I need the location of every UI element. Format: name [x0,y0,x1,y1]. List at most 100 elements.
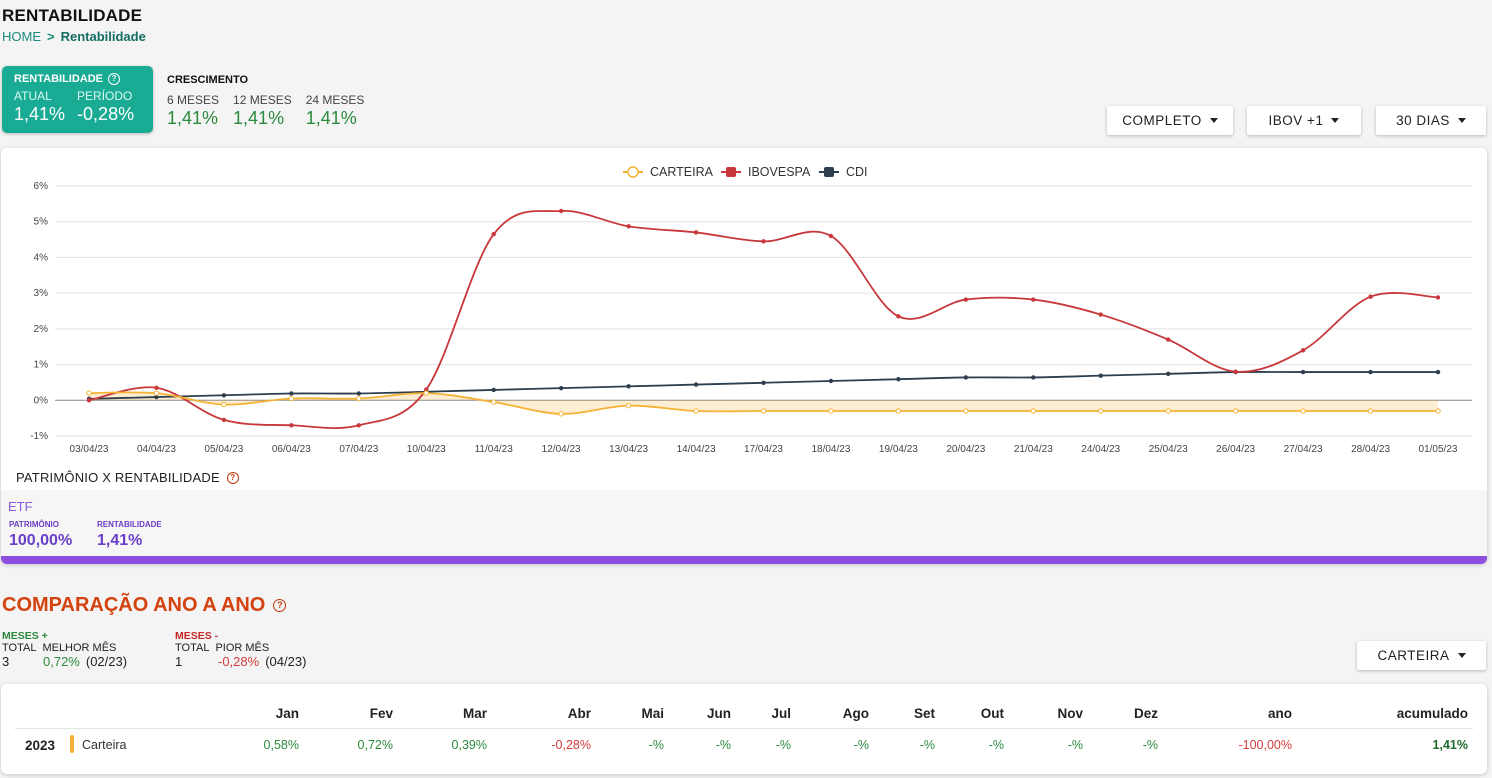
breadcrumb-home-link[interactable]: HOME [2,29,41,44]
caret-down-icon [1209,118,1218,123]
data-point [221,417,227,423]
data-point [1031,297,1036,302]
table-header-cell: Nov [1057,706,1083,721]
data-point [1368,294,1373,299]
table-divider [15,728,1473,729]
data-point [221,401,227,408]
help-icon[interactable]: ? [226,471,239,484]
table-header-cell: Ago [842,706,869,721]
help-icon[interactable]: ? [273,599,287,612]
legend-label: CDI [846,165,868,179]
table-header-cell: Jul [771,706,791,721]
series-line-ibovespa [88,210,1439,430]
growth-label: 24 MESES [305,93,365,107]
y-tick-label: 3% [34,288,49,299]
caret-down-icon [1457,118,1466,123]
rent-periodo-label: PERÍODO [77,89,133,103]
meses-neg-worst-period: (04/23) [265,654,307,669]
table-header-cell: Abr [567,706,591,721]
growth-value: 1,41% [167,108,219,128]
growth-item: 24 MESES 1,41% [306,93,365,129]
data-point [828,378,834,384]
crescimento-title: CRESCIMENTO [167,74,249,86]
meses-pos-best-label: MELHOR MÊS [42,642,117,654]
data-point [963,408,969,414]
data-point [760,408,767,414]
table-cell: 0,39% [451,738,487,752]
data-point [356,395,362,402]
growth-value: 1,41% [233,108,285,128]
benchmark-dropdown[interactable]: IBOV +1 [1247,106,1361,135]
x-tick-label: 28/04/23 [1351,444,1390,455]
rentabilidade-card-title: RENTABILIDADE [14,73,104,85]
data-point [221,393,227,398]
etf-patrimonio: PATRIMÔNIO 100,00% [9,520,72,550]
table-cell: -% [715,738,731,752]
data-point [1300,369,1306,375]
x-tick-label: 04/04/23 [137,444,176,455]
rent-atual-label: ATUAL [14,89,52,103]
data-point [153,390,160,396]
data-point [154,394,159,400]
y-tick-label: 4% [34,252,49,263]
x-tick-label: 26/04/23 [1216,444,1255,455]
data-point [828,233,834,239]
data-point [693,408,699,414]
table-header-cell: Set [913,706,935,721]
growth-value: 1,41% [305,108,357,128]
table-header-cell: Jan [275,706,299,721]
meses-pos-total-label: TOTAL [2,642,37,654]
x-tick-label: 19/04/23 [879,444,918,455]
data-point [1098,408,1104,414]
period-dropdown-label: COMPLETO [1122,113,1202,128]
patrimonio-title: PATRIMÔNIO X RENTABILIDADE [16,470,220,485]
y-tick-label: 0% [34,395,49,406]
table-cell: -% [853,738,869,752]
table-cell: -% [648,738,664,752]
data-point [423,390,429,396]
x-tick-label: 24/04/23 [1081,444,1120,455]
table-header-cell: Dez [1133,706,1158,721]
table-header-cell: Mar [462,706,487,721]
etf-label: ETF [8,499,33,514]
meses-neg-worst-value: -0,28% [218,654,260,669]
meses-neg-worst-label: PIOR MÊS [215,642,270,654]
data-point [625,402,632,409]
data-point [895,408,902,414]
data-point [1300,408,1306,414]
page-title: RENTABILIDADE [2,6,143,25]
window-dropdown-label: 30 DIAS [1396,113,1450,128]
data-point [558,385,564,391]
data-point [963,375,969,380]
window-dropdown[interactable]: 30 DIAS [1376,106,1486,135]
table-cell: 1,41% [1432,738,1468,752]
data-point [896,377,901,382]
legend-label: IBOVESPA [748,165,811,179]
meses-pos-total-value: 3 [2,654,10,669]
breadcrumb-current: Rentabilidade [60,29,146,44]
caret-down-icon [1331,118,1340,123]
data-point [626,384,631,389]
data-point [1232,408,1239,414]
caret-down-icon [1457,653,1466,658]
etf-rentabilidade-value: 1,41% [97,532,143,549]
period-dropdown[interactable]: COMPLETO [1107,106,1233,135]
x-tick-label: 27/04/23 [1284,444,1323,455]
y-tick-label: 6% [34,181,49,192]
data-point [1300,348,1306,353]
series-color-marker [70,735,74,753]
data-point [558,208,564,214]
data-point [1166,337,1171,342]
data-point [86,390,92,396]
x-tick-label: 20/04/23 [946,444,985,455]
data-point [1435,369,1441,375]
y-tick-label: 2% [34,324,49,335]
data-point [1165,408,1171,414]
table-header-cell: Fev [369,706,393,721]
help-icon[interactable]: ? [108,73,121,85]
series-dropdown[interactable]: CARTEIRA [1357,641,1486,670]
table-header-cell: ano [1267,706,1292,721]
table-cell: 0,72% [357,738,393,752]
growth-label: 6 MESES [167,93,220,107]
meses-neg-total-value: 1 [175,654,183,669]
